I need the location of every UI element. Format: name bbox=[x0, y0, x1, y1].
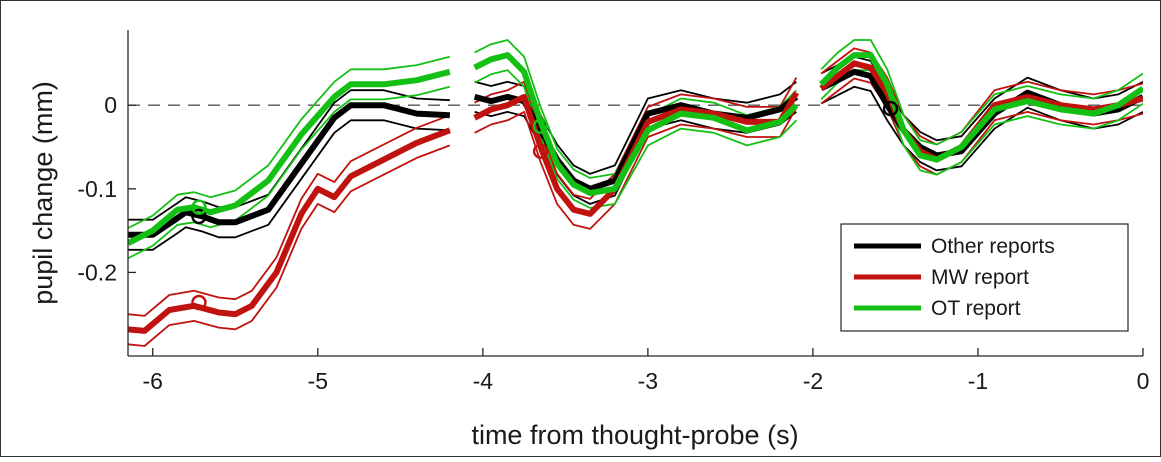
ot-report-band-upper bbox=[128, 55, 451, 229]
onset-markers bbox=[191, 100, 899, 311]
x-tick-label: -3 bbox=[638, 368, 658, 394]
x-tick-label: 0 bbox=[1137, 368, 1150, 394]
x-tick-label: -6 bbox=[143, 368, 163, 394]
ot-report-band-lower bbox=[128, 85, 451, 260]
other-reports-mean-line bbox=[128, 102, 450, 238]
ot-report-onset-marker bbox=[532, 118, 549, 134]
mw-report-mean-line bbox=[128, 127, 451, 334]
other-reports-band-lower bbox=[474, 111, 797, 205]
other-reports-onset-marker bbox=[882, 100, 899, 117]
y-axis-ticks: 0 -0.1 -0.2 bbox=[77, 92, 136, 285]
y-tick-label: 0 bbox=[104, 92, 117, 118]
legend-label-ot-report: OT report bbox=[931, 297, 1021, 320]
ot-report-mean-line bbox=[819, 52, 1143, 163]
legend-label-other-reports: Other reports bbox=[931, 235, 1055, 258]
ot-report-mean-line bbox=[473, 52, 799, 196]
ot-report-band-lower bbox=[820, 69, 1143, 176]
y-axis-label: pupil change (mm) bbox=[28, 81, 58, 305]
y-tick-label: -0.1 bbox=[77, 176, 117, 202]
x-tick-label: -1 bbox=[968, 368, 988, 394]
other-reports-band-upper bbox=[474, 80, 797, 175]
legend: Other reports MW report OT report bbox=[840, 223, 1129, 332]
ot-report-band-upper bbox=[820, 39, 1143, 146]
x-axis-label: time from thought-probe (s) bbox=[471, 420, 798, 450]
y-tick-label: -0.2 bbox=[77, 259, 117, 285]
other-reports-band-upper bbox=[128, 89, 450, 221]
x-axis-ticks: -6 -5 -4 -3 -2 -1 0 bbox=[143, 348, 1150, 394]
confidence-bands bbox=[128, 39, 1143, 347]
legend-label-mw-report: MW report bbox=[931, 266, 1029, 289]
x-tick-label: -5 bbox=[308, 368, 328, 394]
axes: -6 -5 -4 -3 -2 -1 0 0 -0.1 -0.2 bbox=[77, 30, 1149, 394]
other-reports-band-upper bbox=[820, 55, 1143, 142]
mw-report-band-upper bbox=[128, 114, 451, 317]
other-reports-band-lower bbox=[820, 85, 1143, 172]
x-tick-label: -4 bbox=[473, 368, 494, 394]
other-reports-band-lower bbox=[128, 119, 450, 251]
mw-report-band-lower bbox=[474, 107, 798, 230]
mw-report-mean-line bbox=[473, 91, 800, 217]
mw-report-band-lower bbox=[128, 144, 451, 347]
mw-report-band-upper bbox=[474, 77, 798, 200]
other-reports-onset-marker bbox=[191, 208, 207, 225]
ot-report-mean-line bbox=[128, 68, 451, 246]
x-tick-label: -2 bbox=[803, 368, 823, 394]
ot-report-band-upper bbox=[474, 39, 798, 179]
mean-lines bbox=[128, 52, 1143, 334]
ot-report-onset-marker bbox=[191, 199, 207, 215]
mw-report-onset-marker bbox=[191, 294, 207, 311]
mw-report-onset-marker bbox=[532, 143, 549, 159]
ot-report-band-lower bbox=[474, 69, 798, 209]
plot-area bbox=[128, 39, 1143, 347]
